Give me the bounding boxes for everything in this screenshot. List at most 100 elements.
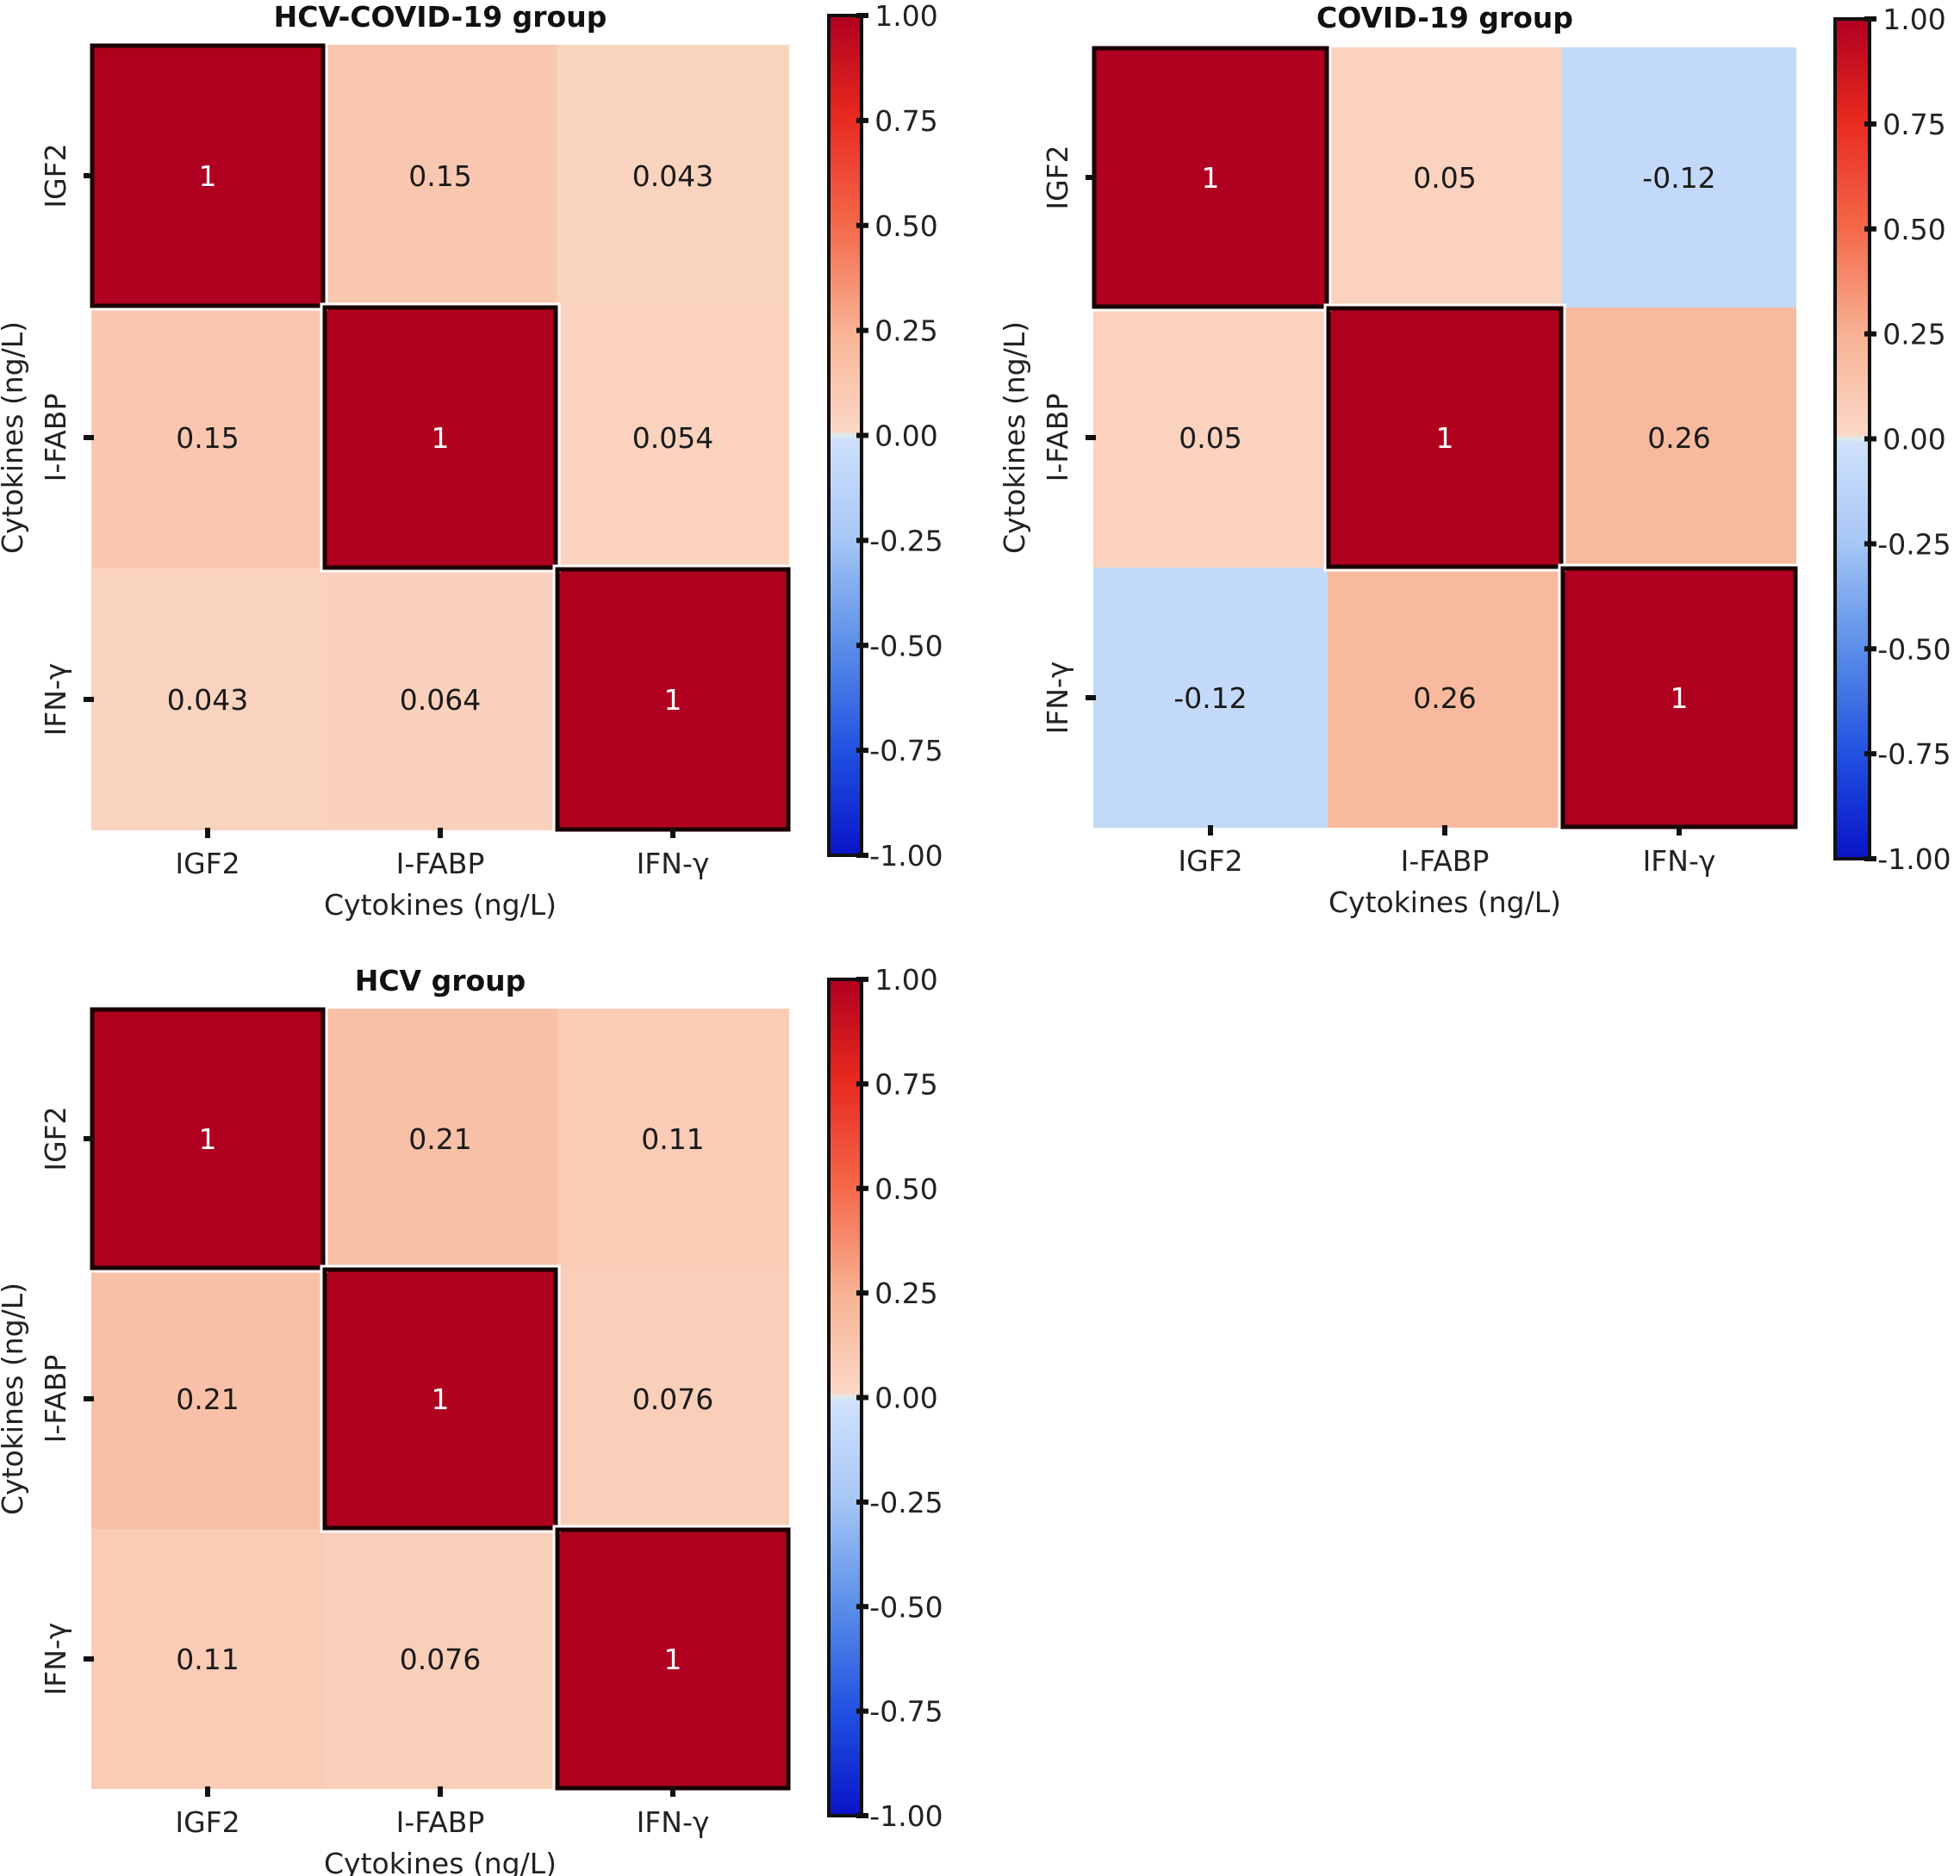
colorbar-tick-mark (856, 537, 868, 543)
colorbar-tick-label: -0.25 (869, 1486, 943, 1519)
colorbar-tick-label: 0.50 (1882, 213, 1945, 246)
x-tick-label: I-FABP (396, 1805, 485, 1839)
cell-value-label: 1 (432, 1382, 450, 1416)
colorbar-tick-label: 0.75 (874, 104, 937, 138)
cell-value-label: 0.076 (400, 1643, 481, 1676)
x-tick-mark (1677, 825, 1682, 836)
colorbar-tick-mark (856, 118, 868, 123)
x-tick-mark (205, 828, 210, 838)
chart-title: HCV group (355, 964, 526, 997)
colorbar-tick-mark (1864, 751, 1876, 756)
y-tick-label: IGF2 (39, 143, 72, 208)
x-tick-label: I-FABP (396, 847, 485, 880)
heatmap-panel-1: HCV-COVID-19 group1 0.15 0.0430.15 1 0.0540.… (0, 0, 943, 922)
colorbar-tick-label: -0.25 (869, 524, 943, 557)
y-tick-mark (84, 173, 94, 178)
colorbar-tick-label: -1.00 (869, 839, 943, 873)
y-tick-mark (84, 1396, 94, 1401)
x-tick-label: IGF2 (175, 847, 240, 880)
y-tick-mark (1086, 175, 1096, 180)
y-tick-label: I-FABP (39, 394, 72, 482)
colorbar-tick-label: -0.25 (1877, 527, 1951, 561)
colorbar-tick-label: -0.50 (869, 1590, 943, 1624)
y-tick-label: IFN-γ (39, 1623, 72, 1696)
cell-value-label: 0.043 (632, 159, 713, 193)
colorbar-tick-mark (856, 1709, 868, 1714)
colorbar-tick-mark (1864, 332, 1876, 337)
heatmap-panel-3: HCV group 1 0.21 0.11 0.21 1 0.076 0.11 0.076 1 IG… (0, 963, 943, 1876)
colorbar-tick-mark (856, 643, 868, 648)
x-tick-mark (205, 1786, 210, 1797)
colorbar-tick-mark (856, 1500, 868, 1505)
x-tick-mark (438, 828, 443, 838)
colorbar-tick-mark (1864, 16, 1876, 22)
cell-value-label: 1 (199, 1122, 217, 1156)
colorbar-tick-label: 0.75 (874, 1067, 937, 1101)
cell-value-label: 1 (432, 421, 450, 455)
colorbar-tick-label: 0.00 (1882, 423, 1945, 457)
colorbar-tick-label: 0.75 (1882, 108, 1945, 141)
colorbar-tick-mark (856, 748, 868, 753)
cell-value-label: -0.12 (1642, 161, 1715, 195)
cell-value-label: 0.05 (1413, 161, 1476, 195)
chart-title: HCV-COVID-19 group (274, 0, 607, 34)
x-tick-label: IGF2 (1178, 844, 1242, 878)
cell-value-label: 0.11 (641, 1122, 704, 1156)
x-tick-label: IFN-γ (1643, 844, 1716, 878)
heatmap-panel-2: COVID-19 group 1 0.05 -0.12 0.05 1 0.26 -0.12 0.… (998, 1, 1951, 919)
y-tick-label: IGF2 (1041, 145, 1074, 209)
cell-value-label: 0.11 (176, 1643, 239, 1676)
colorbar-tick-label: -0.75 (869, 734, 943, 767)
cell-value-label: 0.076 (632, 1382, 713, 1416)
colorbar-tick-mark (856, 853, 868, 858)
cell-value-label: 0.05 (1179, 421, 1241, 455)
colorbar-tick-label: -0.75 (1877, 737, 1951, 771)
colorbar-tick-mark (856, 1081, 868, 1086)
colorbar-tick-mark (856, 13, 868, 18)
cell-value-label: -0.12 (1173, 681, 1247, 715)
cell-value-label: 0.15 (176, 421, 239, 455)
correlation-heatmaps-figure: HCV-COVID-19 group1 0.15 0.0430.15 1 0.0540.… (0, 0, 1960, 1876)
x-tick-mark (438, 1786, 443, 1797)
colorbar-tick-mark (856, 433, 868, 438)
y-tick-mark (84, 697, 94, 702)
cell-value-label: 1 (199, 159, 217, 193)
y-tick-mark (84, 435, 94, 440)
colorbar-tick-label: 0.25 (874, 1277, 937, 1310)
colorbar-tick-mark (856, 1186, 868, 1191)
y-tick-label: I-FABP (39, 1355, 72, 1444)
colorbar-tick-mark (856, 223, 868, 228)
x-tick-mark (670, 1786, 675, 1797)
cell-value-label: 0.21 (176, 1382, 239, 1416)
cell-value-label: 0.15 (408, 159, 471, 193)
x-tick-mark (1442, 825, 1447, 836)
cell-value-label: 0.064 (400, 683, 481, 717)
x-tick-label: IGF2 (175, 1805, 240, 1839)
cell-value-label: 0.26 (1647, 421, 1710, 455)
colorbar-tick-label: -0.50 (869, 629, 943, 662)
cell-value-label: 0.26 (1413, 681, 1476, 715)
x-tick-mark (670, 828, 675, 838)
x-axis-label: Cytokines (ng/L) (1328, 885, 1561, 919)
cell-value-label: 1 (1436, 421, 1454, 455)
colorbar-tick-label: 0.25 (874, 314, 937, 348)
y-axis-label: Cytokines (ng/L) (998, 321, 1031, 554)
cell-value-label: 1 (1671, 681, 1689, 715)
colorbar-tick-mark (1864, 437, 1876, 442)
colorbar-tick-label: 0.00 (874, 1382, 937, 1415)
x-tick-label: IFN-γ (637, 1805, 710, 1839)
colorbar-tick-mark (856, 1290, 868, 1295)
chart-title: COVID-19 group (1316, 1, 1573, 34)
colorbar-tick-mark (1864, 121, 1876, 127)
colorbar-tick-mark (856, 977, 868, 982)
colorbar-tick-label: 0.50 (874, 209, 937, 243)
colorbar-tick-mark (1864, 541, 1876, 546)
colorbar-tick-label: 0.25 (1882, 318, 1945, 351)
x-tick-mark (1208, 825, 1213, 836)
colorbar-tick-mark (856, 1395, 868, 1401)
colorbar-tick-mark (856, 328, 868, 333)
y-tick-label: IFN-γ (39, 663, 72, 736)
cell-value-label: 1 (1202, 161, 1220, 195)
colorbar-tick-label: -1.00 (1877, 842, 1951, 876)
x-axis-label: Cytokines (ng/L) (324, 1847, 557, 1876)
